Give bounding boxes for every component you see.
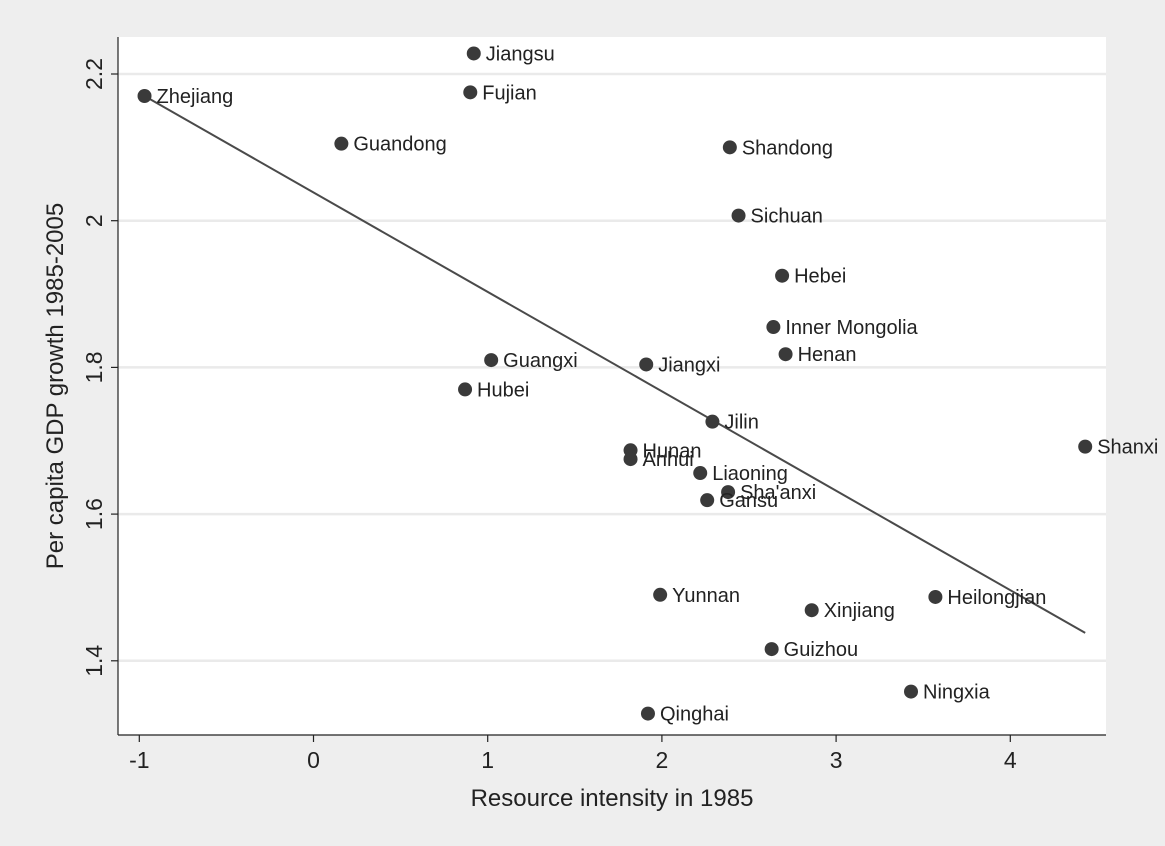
data-point: Gansu <box>700 490 778 512</box>
point-marker <box>639 357 654 372</box>
point-label: Anhui <box>643 449 694 471</box>
data-point: Shanxi <box>1078 437 1158 459</box>
point-marker <box>804 603 819 618</box>
point-marker <box>731 208 746 223</box>
point-marker <box>721 485 736 500</box>
data-point: Hebei <box>775 266 846 288</box>
point-label: Jilin <box>724 412 758 434</box>
point-marker <box>640 706 655 721</box>
data-point: Liaoning <box>693 463 788 485</box>
point-label: Ningxia <box>923 682 991 704</box>
point-label: Hunan <box>643 440 702 462</box>
point-marker <box>653 587 668 602</box>
point-marker <box>705 414 720 429</box>
point-label: Sha'anxi <box>740 482 816 504</box>
point-label: Heilongjian <box>947 587 1046 609</box>
point-label: Qinghai <box>660 704 729 726</box>
data-point: Anhui <box>623 449 694 471</box>
data-point: Ningxia <box>904 682 991 704</box>
point-label: Gansu <box>719 490 778 512</box>
point-marker <box>623 452 638 467</box>
point-label: Shanxi <box>1097 437 1158 459</box>
data-point: Inner Mongolia <box>766 317 919 339</box>
point-label: Zhejiang <box>157 86 234 108</box>
data-point: Sichuan <box>731 206 823 228</box>
x-axis-ticks: -1 0 1 2 3 4 <box>129 735 1017 773</box>
point-marker <box>928 589 943 604</box>
y-tick-label: 2 <box>81 214 107 227</box>
y-tick-label: 1.4 <box>81 645 107 677</box>
data-point: Jiangsu <box>466 43 555 65</box>
data-point: Guangxi <box>484 350 578 372</box>
data-point: Heilongjian <box>928 587 1046 609</box>
y-tick-label: 2.2 <box>81 58 107 90</box>
data-point: Shandong <box>722 137 833 159</box>
point-label: Jiangsu <box>486 43 555 65</box>
point-label: Inner Mongolia <box>785 317 918 339</box>
data-point: Xinjiang <box>804 600 895 622</box>
point-marker <box>1078 439 1093 454</box>
gridlines <box>118 72 1106 663</box>
point-marker <box>463 85 478 100</box>
point-label: Guangxi <box>503 350 577 372</box>
data-point: Yunnan <box>653 585 740 607</box>
point-marker <box>693 466 708 481</box>
point-marker <box>904 684 919 699</box>
point-label: Guandong <box>353 134 446 156</box>
point-marker <box>722 140 737 155</box>
x-axis-title: Resource intensity in 1985 <box>471 785 754 812</box>
point-label: Shandong <box>742 137 833 159</box>
point-label: Fujian <box>482 82 536 104</box>
point-marker <box>700 493 715 508</box>
y-axis-title: Per capita GDP growth 1985-2005 <box>42 203 69 569</box>
data-point: Qinghai <box>640 704 729 726</box>
data-points: Zhejiang Jiangsu Fujian Guandong Shandong Sic… <box>137 43 1158 726</box>
point-marker <box>764 642 779 657</box>
point-label: Yunnan <box>672 585 740 607</box>
data-point: Hubei <box>458 379 529 401</box>
point-marker <box>775 268 790 283</box>
data-point: Jiangxi <box>639 354 720 376</box>
x-tick-label: 1 <box>481 747 494 773</box>
point-marker <box>484 353 499 368</box>
data-point: Guizhou <box>764 639 859 661</box>
point-label: Jiangxi <box>658 354 720 376</box>
point-label: Henan <box>798 344 857 366</box>
point-label: Hubei <box>477 379 529 401</box>
data-point: Fujian <box>463 82 537 104</box>
data-point: Guandong <box>334 134 447 156</box>
y-tick-label: 1.6 <box>81 498 107 530</box>
point-label: Xinjiang <box>824 600 895 622</box>
data-point: Zhejiang <box>137 86 234 108</box>
plot-area <box>118 37 1106 735</box>
point-marker <box>137 89 152 104</box>
point-marker <box>466 46 481 61</box>
data-point: Jilin <box>705 412 759 434</box>
y-axis-ticks: 1.4 1.6 1.8 2 2.2 <box>81 58 118 677</box>
x-tick-label: 4 <box>1004 747 1017 773</box>
x-tick-label: 3 <box>830 747 843 773</box>
x-tick-label: 0 <box>307 747 320 773</box>
point-label: Sichuan <box>751 206 823 228</box>
point-marker <box>334 136 349 151</box>
fitted-line <box>144 95 1086 634</box>
x-tick-label: 2 <box>656 747 669 773</box>
point-marker <box>766 320 781 335</box>
point-label: Hebei <box>794 266 846 288</box>
x-tick-label: -1 <box>129 747 149 773</box>
data-point: Sha'anxi <box>721 482 816 504</box>
data-point: Henan <box>778 344 857 366</box>
point-label: Guizhou <box>784 639 859 661</box>
point-marker <box>458 382 473 397</box>
y-tick-label: 1.8 <box>81 351 107 383</box>
point-marker <box>778 347 793 362</box>
point-label: Liaoning <box>712 463 788 485</box>
